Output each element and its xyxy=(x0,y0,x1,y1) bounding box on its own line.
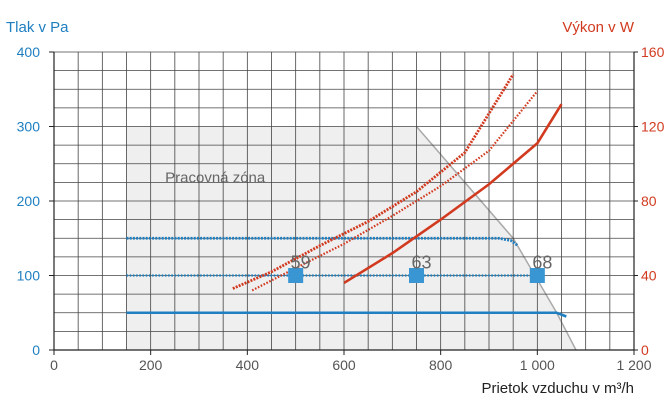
noise-level-label: 59 xyxy=(291,253,311,273)
right-tick-label: 160 xyxy=(641,44,665,60)
right-tick-label: 120 xyxy=(641,119,665,135)
x-tick-label: 800 xyxy=(429,357,453,373)
pressure-curve-dotted-dense xyxy=(126,236,519,247)
working-zone-label: Pracovná zóna xyxy=(165,169,266,186)
x-axis-title: Prietok vzduchu v m³/h xyxy=(481,380,634,397)
noise-level-label: 68 xyxy=(532,253,552,273)
right-axis-title: Výkon v W xyxy=(562,19,635,36)
x-tick-label: 1 200 xyxy=(616,357,651,373)
x-tick-label: 0 xyxy=(50,357,58,373)
axes: 0 100 200 300 400 0 40 80 120 160 0 200 400 600 800 1 0… xyxy=(17,44,665,373)
x-tick-label: 1 000 xyxy=(520,357,555,373)
x-tick-label: 200 xyxy=(139,357,163,373)
noise-level-marker xyxy=(288,268,304,283)
x-tick-label: 400 xyxy=(236,357,260,373)
pressure-curve-solid xyxy=(126,311,567,318)
noise-level-label: 63 xyxy=(411,253,431,273)
noise-level-marker xyxy=(529,268,545,283)
left-tick-label: 400 xyxy=(17,44,41,60)
x-tick-label: 600 xyxy=(332,357,356,373)
marker-points: 59 63 68 xyxy=(288,253,552,283)
power-curve-solid xyxy=(343,103,563,285)
left-tick-label: 100 xyxy=(17,268,41,284)
left-tick-label: 0 xyxy=(32,342,40,358)
series-lines xyxy=(126,73,567,318)
noise-level-marker xyxy=(409,268,424,283)
left-axis-title: Tlak v Pa xyxy=(6,19,69,36)
left-tick-label: 300 xyxy=(17,119,41,135)
left-tick-label: 200 xyxy=(17,193,41,209)
right-tick-label: 40 xyxy=(641,268,657,284)
right-tick-label: 80 xyxy=(641,193,657,209)
right-tick-label: 0 xyxy=(641,342,649,358)
power-curve-dotted-dense xyxy=(232,73,515,290)
